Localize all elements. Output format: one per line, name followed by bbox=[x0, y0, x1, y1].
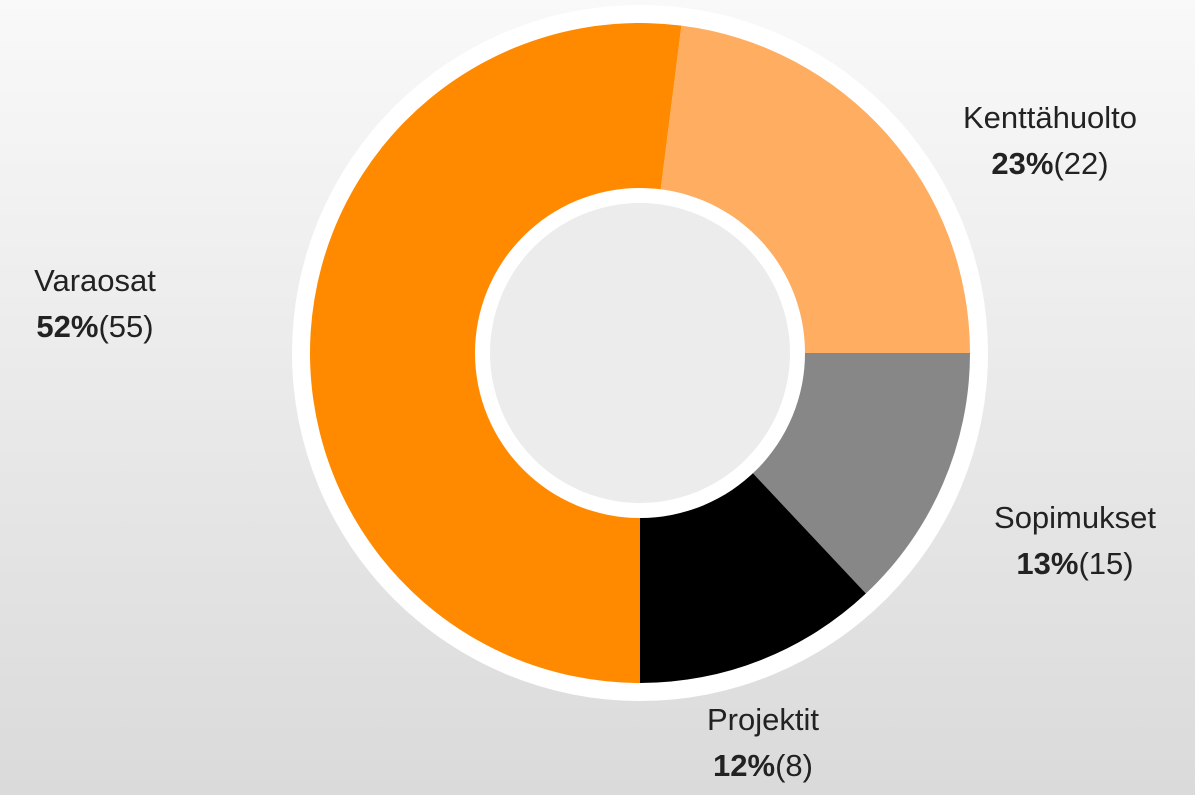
donut-slice bbox=[749, 353, 970, 594]
count-label: (22) bbox=[1053, 146, 1108, 181]
slice-value: 23%(22) bbox=[991, 146, 1108, 181]
count-label: (15) bbox=[1078, 546, 1133, 581]
percent-label: 23% bbox=[991, 146, 1053, 181]
donut-slice bbox=[660, 25, 970, 354]
count-label: (55) bbox=[98, 309, 153, 344]
donut-hole bbox=[490, 203, 790, 503]
percent-label: 52% bbox=[36, 309, 98, 344]
percent-label: 13% bbox=[1016, 546, 1078, 581]
slice-label: Kenttähuolto bbox=[963, 100, 1137, 135]
slice-label: Sopimukset bbox=[994, 500, 1156, 535]
slice-value: 52%(55) bbox=[36, 309, 153, 344]
slice-value: 13%(15) bbox=[1016, 546, 1133, 581]
slice-value: 12%(8) bbox=[713, 748, 813, 783]
slice-label: Projektit bbox=[707, 702, 819, 737]
percent-label: 12% bbox=[713, 748, 775, 783]
count-label: (8) bbox=[775, 748, 813, 783]
slice-label: Varaosat bbox=[34, 263, 156, 298]
donut-slice bbox=[309, 23, 682, 684]
donut-slice bbox=[640, 469, 866, 683]
